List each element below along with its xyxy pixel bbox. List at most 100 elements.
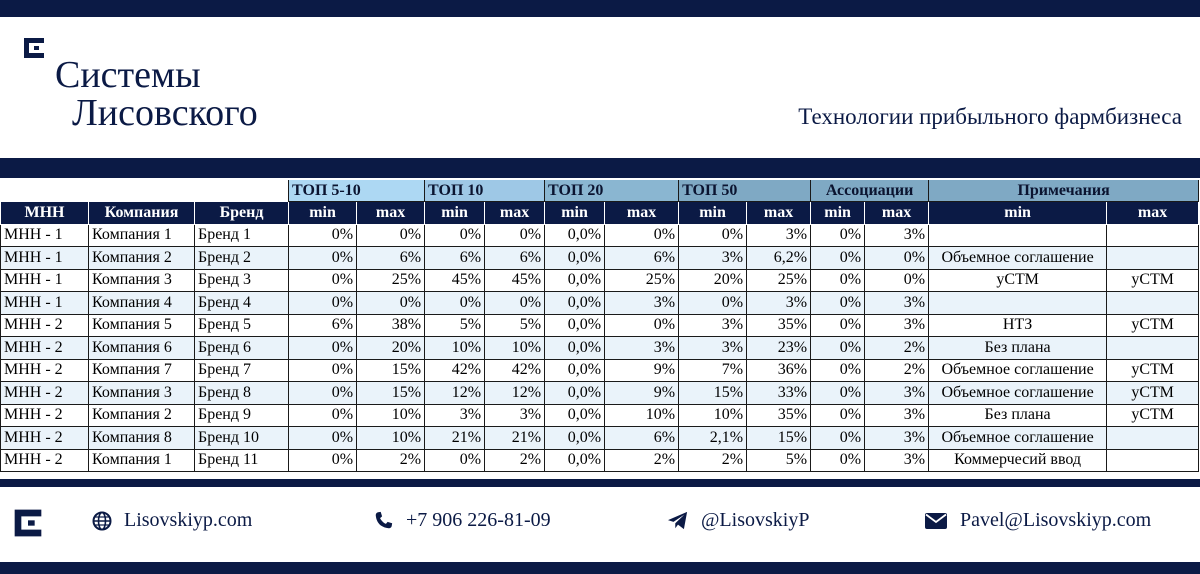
footer-website[interactable]: Lisovskiyp.com <box>92 509 252 532</box>
table-column-header-row: МНН Компания Бренд min max min max min max min max… <box>0 201 1200 225</box>
column-header-top5-10-min: min <box>288 201 358 225</box>
cell-mnn: МНН - 1 <box>0 268 89 292</box>
cell-assoc-max: 3% <box>864 426 930 450</box>
cell-top5-10-min: 0% <box>288 403 358 427</box>
cell-top50-max: 25% <box>746 268 812 292</box>
cell-top10-min: 10% <box>424 336 486 360</box>
cell-top10-max: 2% <box>484 448 546 472</box>
cell-top50-min: 3% <box>678 246 748 270</box>
footer-email[interactable]: Pavel@Lisovskiyp.com <box>924 509 1151 532</box>
cell-notes-max <box>1106 426 1200 450</box>
cell-top20-min: 0,0% <box>544 291 606 315</box>
cell-top20-max: 6% <box>604 426 680 450</box>
cell-top5-10-min: 0% <box>288 426 358 450</box>
cell-top10-max: 0% <box>484 291 546 315</box>
cell-top10-min: 3% <box>424 403 486 427</box>
cell-company: Компания 4 <box>88 291 195 315</box>
cell-top5-10-max: 6% <box>356 246 426 270</box>
header-divider-band <box>0 158 1200 178</box>
cell-notes-max <box>1106 223 1200 247</box>
cell-assoc-min: 0% <box>810 268 866 292</box>
cell-top50-max: 5% <box>746 448 812 472</box>
cell-notes-min: Объемное соглашение <box>928 426 1108 450</box>
bottom-band <box>0 562 1200 574</box>
cell-top10-min: 5% <box>424 313 486 337</box>
cell-top20-max: 25% <box>604 268 680 292</box>
phone-number[interactable]: +7 906 226-81-09 <box>406 509 551 531</box>
cell-assoc-min: 0% <box>810 448 866 472</box>
column-header-top20-max: max <box>604 201 680 225</box>
cell-mnn: МНН - 2 <box>0 313 89 337</box>
column-header-top50-min: min <box>678 201 748 225</box>
cell-top50-max: 36% <box>746 358 812 382</box>
cell-brand: Бренд 10 <box>193 426 290 450</box>
column-header-top5-10-max: max <box>356 201 426 225</box>
column-header-notes-max: max <box>1106 201 1200 225</box>
column-header-top20-min: min <box>544 201 606 225</box>
cell-assoc-min: 0% <box>810 336 866 360</box>
cell-notes-min: Коммерчесий ввод <box>928 448 1108 472</box>
cell-top10-min: 45% <box>424 268 486 292</box>
cell-assoc-min: 0% <box>810 291 866 315</box>
cell-assoc-min: 0% <box>810 223 866 247</box>
telegram-handle[interactable]: @LisovskiyP <box>701 509 810 531</box>
cell-top10-max: 0% <box>484 223 546 247</box>
column-header-top10-min: min <box>424 201 486 225</box>
cell-top10-max: 6% <box>484 246 546 270</box>
cell-top5-10-min: 0% <box>288 291 358 315</box>
cell-brand: Бренд 6 <box>193 336 290 360</box>
cell-brand: Бренд 7 <box>193 358 290 382</box>
cell-top50-max: 33% <box>746 381 812 405</box>
cell-notes-min: Объемное соглашение <box>928 381 1108 405</box>
table-body: МНН - 1 Компания 1 Бренд 1 0% 0% 0% 0% 0,0% 0% 0%… <box>0 223 1200 472</box>
cell-company: Компания 1 <box>88 223 195 247</box>
cell-mnn: МНН - 2 <box>0 403 89 427</box>
table-row: МНН - 1 Компания 4 Бренд 4 0% 0% 0% 0% 0,0% 3% 0%… <box>0 291 1200 315</box>
cell-company: Компания 6 <box>88 336 195 360</box>
cell-company: Компания 2 <box>88 403 195 427</box>
group-header-notes: Примечания <box>928 180 1200 202</box>
cell-top10-min: 21% <box>424 426 486 450</box>
cell-top10-min: 0% <box>424 223 486 247</box>
group-header-blank <box>0 180 289 202</box>
cell-mnn: МНН - 1 <box>0 246 89 270</box>
cell-assoc-max: 2% <box>864 336 930 360</box>
cell-top5-10-min: 0% <box>288 381 358 405</box>
footer-telegram[interactable]: @LisovskiyP <box>667 509 809 532</box>
cell-notes-max: уСТМ <box>1106 268 1200 292</box>
cell-company: Компания 8 <box>88 426 195 450</box>
cell-top20-max: 3% <box>604 336 680 360</box>
cell-assoc-min: 0% <box>810 246 866 270</box>
cell-top50-max: 3% <box>746 291 812 315</box>
table-row: МНН - 1 Компания 2 Бренд 2 0% 6% 6% 6% 0,0% 6% 3%… <box>0 246 1200 270</box>
cell-top50-max: 3% <box>746 223 812 247</box>
cell-top50-min: 3% <box>678 336 748 360</box>
cell-top20-min: 0,0% <box>544 358 606 382</box>
cell-notes-max <box>1106 448 1200 472</box>
cell-top5-10-min: 0% <box>288 268 358 292</box>
cell-top20-min: 0,0% <box>544 403 606 427</box>
cell-assoc-max: 0% <box>864 268 930 292</box>
cell-top10-max: 5% <box>484 313 546 337</box>
cell-brand: Бренд 1 <box>193 223 290 247</box>
email-address[interactable]: Pavel@Lisovskiyp.com <box>960 509 1152 531</box>
cell-top20-min: 0,0% <box>544 313 606 337</box>
table-row: МНН - 2 Компания 5 Бренд 5 6% 38% 5% 5% 0,0% 0% 3… <box>0 313 1200 337</box>
cell-brand: Бренд 5 <box>193 313 290 337</box>
website-link[interactable]: Lisovskiyp.com <box>124 509 253 531</box>
cell-company: Компания 2 <box>88 246 195 270</box>
group-header-top20: ТОП 20 <box>544 180 680 202</box>
cell-notes-max <box>1106 291 1200 315</box>
cell-top20-min: 0,0% <box>544 426 606 450</box>
cell-top5-10-min: 6% <box>288 313 358 337</box>
cell-mnn: МНН - 2 <box>0 358 89 382</box>
cell-assoc-max: 3% <box>864 381 930 405</box>
footer-phone[interactable]: +7 906 226-81-09 <box>372 509 551 532</box>
table-row: МНН - 2 Компания 8 Бренд 10 0% 10% 21% 21% 0,0%… <box>0 426 1200 450</box>
footer-divider-band <box>0 479 1200 487</box>
cell-assoc-max: 3% <box>864 448 930 472</box>
cell-notes-min: Объемное соглашение <box>928 358 1108 382</box>
cell-top50-min: 2,1% <box>678 426 748 450</box>
cell-company: Компания 5 <box>88 313 195 337</box>
cell-company: Компания 1 <box>88 448 195 472</box>
